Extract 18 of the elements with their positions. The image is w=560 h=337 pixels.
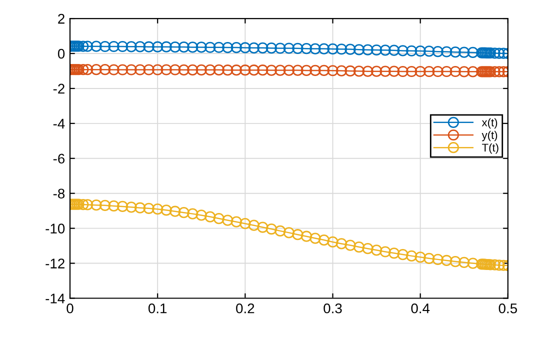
y-tick-label: -8 bbox=[53, 188, 65, 199]
x-tick-label: 0 bbox=[66, 303, 74, 314]
x-tick-label: 0.4 bbox=[411, 303, 430, 314]
y-tick-label: 0 bbox=[58, 48, 65, 59]
y-tick-label: 2 bbox=[58, 14, 64, 24]
x-tick-label: 0.1 bbox=[148, 303, 167, 314]
x-tick-label: 0.3 bbox=[324, 303, 342, 314]
legend-label: T(t) bbox=[482, 143, 498, 154]
legend-label: y(t) bbox=[482, 130, 498, 142]
x-tick-label: 0.5 bbox=[498, 303, 517, 314]
y-tick-label: -10 bbox=[46, 224, 65, 234]
y-tick-label: -12 bbox=[46, 258, 64, 268]
x-tick-label: 0.2 bbox=[236, 303, 254, 314]
y-tick-label: -6 bbox=[53, 154, 65, 164]
y-tick-label: -4 bbox=[53, 118, 65, 128]
y-tick-label: -14 bbox=[46, 294, 65, 304]
y-tick-label: -2 bbox=[53, 84, 64, 94]
legend-label: x(t) bbox=[482, 118, 498, 129]
